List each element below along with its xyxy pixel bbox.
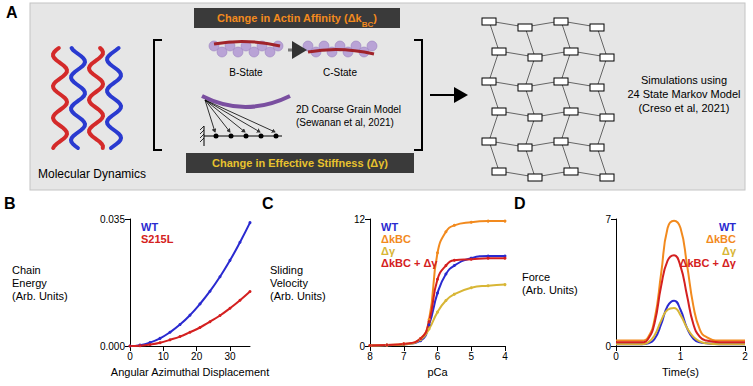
svg-text:7: 7: [605, 214, 611, 225]
svg-text:WT: WT: [719, 221, 736, 233]
svg-text:(Arb. Units): (Arb. Units): [270, 290, 326, 302]
svg-text:Time(s): Time(s): [662, 366, 699, 378]
svg-text:Velocity: Velocity: [270, 277, 308, 289]
svg-text:C-State: C-State: [323, 67, 357, 78]
svg-text:Force: Force: [522, 271, 550, 283]
svg-text:0: 0: [613, 351, 619, 362]
svg-text:B: B: [4, 195, 16, 212]
svg-text:0: 0: [359, 341, 365, 352]
svg-text:ΔkBC: ΔkBC: [706, 233, 736, 245]
svg-text:0.000: 0.000: [100, 341, 125, 352]
svg-text:Chain: Chain: [12, 264, 41, 276]
svg-text:(Arb. Units): (Arb. Units): [12, 290, 68, 302]
svg-text:1: 1: [678, 351, 684, 362]
svg-text:A: A: [6, 4, 18, 21]
svg-text:2D Coarse Grain Model: 2D Coarse Grain Model: [296, 104, 401, 115]
svg-text:pCa: pCa: [427, 366, 448, 378]
svg-text:D: D: [514, 195, 526, 212]
svg-text:Sliding: Sliding: [270, 264, 303, 276]
svg-text:Molecular Dynamics: Molecular Dynamics: [38, 167, 146, 181]
svg-text:6: 6: [435, 351, 441, 362]
svg-text:WT: WT: [141, 221, 158, 233]
svg-text:20: 20: [191, 351, 203, 362]
svg-text:0: 0: [127, 351, 133, 362]
svg-text:12: 12: [354, 214, 366, 225]
svg-text:B-State: B-State: [229, 67, 263, 78]
svg-text:Energy: Energy: [12, 277, 47, 289]
svg-text:5: 5: [468, 351, 474, 362]
svg-text:30: 30: [224, 351, 236, 362]
svg-text:10: 10: [158, 351, 170, 362]
svg-text:ΔkBC + Δγ: ΔkBC + Δγ: [680, 257, 737, 269]
svg-text:C: C: [262, 195, 274, 212]
svg-text:Angular Azimuthal Displacement: Angular Azimuthal Displacement: [111, 366, 269, 378]
svg-text:Simulations using: Simulations using: [641, 74, 727, 86]
svg-text:WT: WT: [381, 221, 398, 233]
svg-text:7: 7: [401, 351, 407, 362]
svg-text:24 State Markov Model: 24 State Markov Model: [627, 88, 740, 100]
svg-text:S215L: S215L: [141, 233, 174, 245]
svg-text:Δγ: Δγ: [381, 245, 396, 257]
svg-text:0: 0: [605, 341, 611, 352]
svg-text:2: 2: [742, 351, 748, 362]
svg-text:(Arb. Units): (Arb. Units): [522, 284, 578, 296]
svg-text:0.035: 0.035: [100, 214, 125, 225]
svg-text:ΔkBC: ΔkBC: [381, 233, 411, 245]
svg-text:Change in Effective Stiffness: Change in Effective Stiffness (Δγ): [212, 157, 388, 169]
svg-text:(Creso et al, 2021): (Creso et al, 2021): [638, 102, 729, 114]
svg-text:Change in Actin Affinity (ΔkBC: Change in Actin Affinity (ΔkBC): [217, 12, 377, 29]
svg-text:(Sewanan et al, 2021): (Sewanan et al, 2021): [296, 117, 394, 128]
svg-text:Δγ: Δγ: [722, 245, 737, 257]
svg-text:4: 4: [502, 351, 508, 362]
svg-text:ΔkBC + Δγ: ΔkBC + Δγ: [381, 257, 438, 269]
svg-text:8: 8: [367, 351, 373, 362]
